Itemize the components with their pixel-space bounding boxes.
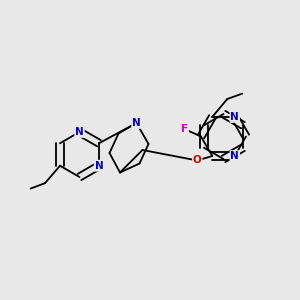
Text: N: N [132, 118, 141, 128]
Text: N: N [230, 151, 239, 161]
Text: N: N [75, 127, 84, 137]
Text: O: O [193, 155, 202, 166]
Text: N: N [94, 161, 103, 171]
Text: N: N [230, 112, 239, 122]
Text: F: F [181, 124, 188, 134]
